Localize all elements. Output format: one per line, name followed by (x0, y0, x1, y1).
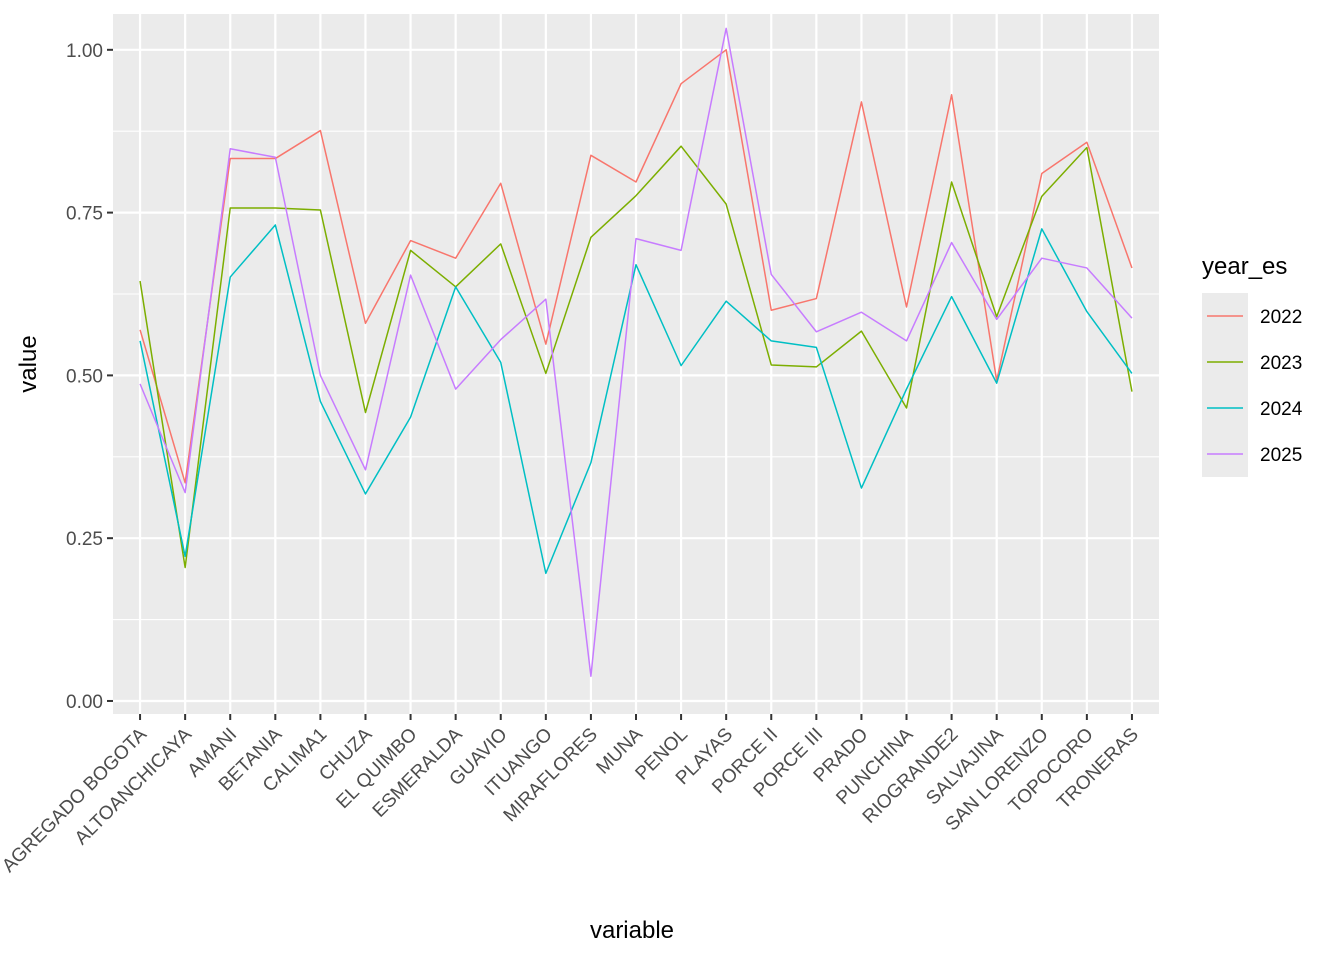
legend: year_es 2022 2023 2024 2025 (1202, 253, 1303, 477)
legend-label-2024: 2024 (1260, 399, 1303, 420)
y-tick-label: 1.00 (66, 41, 103, 62)
y-tick-label: 0.75 (66, 204, 103, 225)
legend-label-2023: 2023 (1260, 353, 1302, 374)
legend-label-2025: 2025 (1260, 445, 1302, 466)
series-line-2024 (139, 224, 1133, 575)
y-axis-title: value (15, 335, 42, 392)
y-tick-label: 0.00 (66, 692, 103, 713)
y-tick-label: 0.25 (66, 529, 103, 550)
x-axis-title: variable (590, 917, 674, 944)
series-line-2022 (139, 49, 1133, 484)
y-axis: 0.00 0.25 0.50 0.75 1.00 (66, 41, 113, 713)
series-line-2023 (139, 145, 1133, 569)
series-line-2025 (139, 27, 1133, 677)
legend-label-2022: 2022 (1260, 307, 1302, 328)
y-tick-label: 0.50 (66, 366, 103, 387)
legend-title: year_es (1202, 253, 1287, 280)
major-gridlines (113, 14, 1159, 714)
series-lines (139, 27, 1133, 677)
